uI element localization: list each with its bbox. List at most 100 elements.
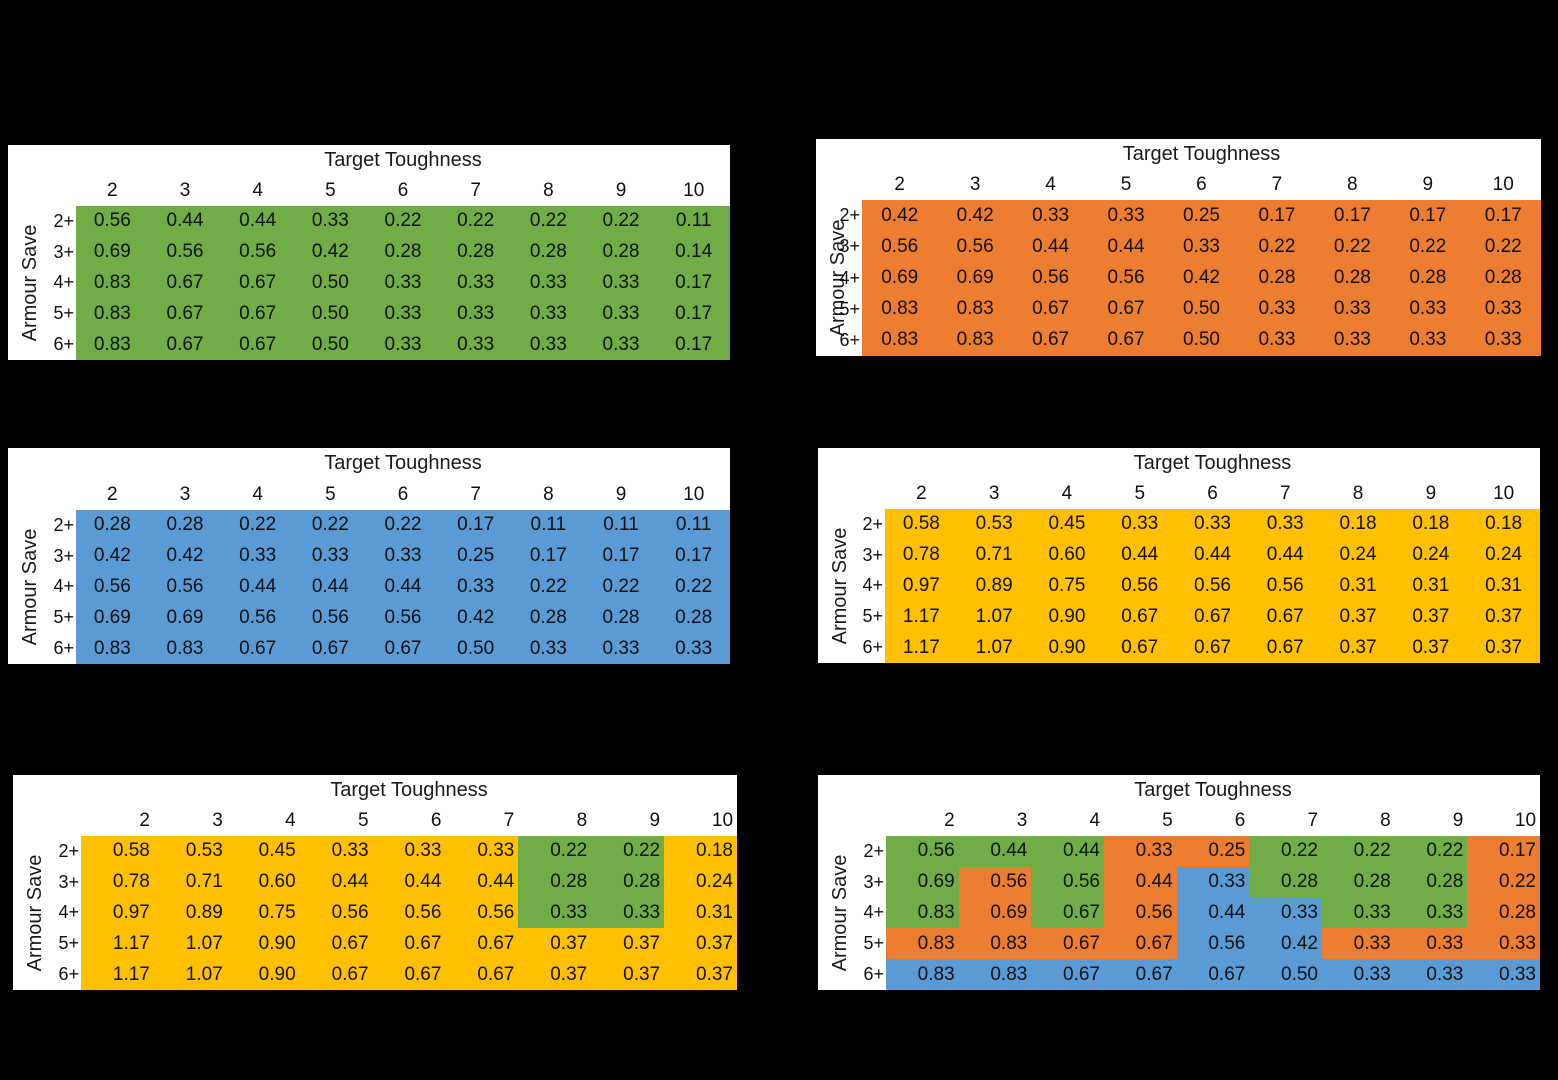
table-cell: 0.31: [664, 897, 737, 929]
row-labels: 2+ 3+ 4+ 5+ 6+: [852, 509, 885, 663]
table-cell: 0.22: [366, 206, 440, 237]
row-label: 6+: [862, 637, 883, 658]
table-cell: 0.33: [1467, 928, 1540, 960]
table-cell: 0.83: [148, 633, 222, 664]
table-cell: 0.50: [1249, 959, 1322, 990]
table-cell: 0.67: [1012, 293, 1089, 325]
table-cell: 1.17: [81, 959, 154, 990]
table-cell: 0.33: [657, 633, 730, 664]
table-cell: 0.50: [1163, 324, 1240, 356]
table-cell: 0.67: [148, 329, 222, 360]
table-cell: 0.42: [148, 540, 222, 572]
armour-save-label: Armour Save: [829, 854, 851, 972]
table-cell: 0.33: [1176, 509, 1249, 540]
table-cell: 0.56: [958, 866, 1032, 898]
table-cell: 0.28: [148, 510, 222, 541]
table-cell: 0.33: [511, 633, 585, 664]
table-cell: 0.60: [226, 866, 300, 898]
table-cell: 0.69: [76, 602, 149, 634]
table-cell: 0.83: [886, 897, 959, 929]
table-cell: 0.33: [1176, 866, 1250, 898]
table-cell: 0.83: [886, 959, 959, 990]
table-cell: 0.33: [299, 836, 373, 867]
table-cell: 0.90: [1030, 632, 1104, 663]
column-headers: 2 3 4 5 6 7 8 9 10: [76, 479, 730, 510]
armour-save-label: Armour Save: [829, 527, 851, 645]
table-cell: 0.67: [372, 928, 446, 960]
table-cell: 0.90: [1030, 601, 1104, 633]
table-cell: 0.67: [1103, 928, 1177, 960]
table-cell: 0.31: [1467, 570, 1540, 602]
table-cell: 0.67: [1176, 601, 1249, 633]
value-grid: 0.28 0.28 0.22 0.22 0.22 0.17 0.11 0.11 0.11 0.42…: [76, 510, 730, 664]
table-cell: 0.33: [584, 633, 658, 664]
row-label: 4+: [862, 575, 883, 596]
table-cell: 0.17: [511, 540, 585, 572]
table-cell: 0.28: [511, 236, 585, 268]
target-toughness-label: Target Toughness: [324, 149, 482, 171]
table-cell: 0.33: [439, 571, 512, 603]
table-cell: 0.17: [657, 298, 730, 330]
table-cell: 0.71: [957, 539, 1031, 571]
table-cell: 0.22: [1390, 231, 1466, 263]
column-header: 10: [1493, 483, 1515, 504]
column-header: 7: [503, 810, 515, 831]
table-cell: 0.31: [1394, 570, 1468, 602]
table-cell: 0.45: [1030, 509, 1104, 540]
table-cell: 0.33: [221, 540, 294, 572]
table-cell: 0.42: [76, 540, 149, 572]
table-cell: 0.22: [293, 510, 367, 541]
table-cell: 0.22: [584, 571, 658, 603]
table-cell: 0.67: [366, 633, 440, 664]
table-cell: 0.67: [299, 959, 373, 990]
table-cell: 0.18: [1321, 509, 1395, 540]
value-grid: 0.58 0.53 0.45 0.33 0.33 0.33 0.18 0.18 0.18 0.78…: [885, 509, 1540, 663]
column-header: 8: [543, 484, 554, 505]
table-cell: 0.22: [518, 836, 592, 867]
table-cell: 0.45: [226, 836, 300, 867]
table-cell: 0.17: [657, 540, 730, 572]
column-header: 3: [969, 174, 981, 195]
table-cell: 0.50: [293, 298, 367, 330]
column-header: 7: [1307, 810, 1319, 831]
target-toughness-label: Target Toughness: [1122, 143, 1281, 165]
table-cell: 0.44: [1088, 231, 1164, 263]
table-cell: 0.83: [862, 324, 938, 356]
table-cell: 0.28: [511, 602, 585, 634]
table-cell: 0.67: [221, 633, 294, 664]
column-header: 4: [1045, 174, 1056, 195]
column-header: 10: [1514, 810, 1537, 831]
table-cell: 0.14: [657, 236, 730, 268]
column-header: 9: [1422, 174, 1434, 195]
table-cell: 0.44: [1103, 866, 1177, 898]
row-label: 5+: [53, 303, 74, 324]
table-cell: 0.44: [1248, 539, 1322, 571]
row-label: 2+: [53, 210, 74, 231]
table-cell: 0.18: [1394, 509, 1468, 540]
table-cell: 0.42: [1249, 928, 1322, 960]
table-cell: 0.11: [511, 510, 585, 541]
table-cell: 0.67: [299, 928, 373, 960]
table-cell: 0.67: [293, 633, 367, 664]
column-headers: 2 3 4 5 6 7 8 9 10: [81, 805, 737, 836]
table-cell: 0.83: [76, 298, 149, 330]
table-cell: 0.83: [886, 928, 959, 960]
table-cell: 0.44: [1103, 539, 1177, 571]
row-label: 4+: [58, 902, 79, 923]
column-header: 8: [1380, 810, 1391, 831]
column-header: 6: [430, 810, 442, 831]
row-label: 2+: [58, 840, 79, 861]
table-cell: 0.33: [1088, 200, 1164, 232]
table-cell: 0.83: [76, 633, 149, 664]
table-cell: 0.44: [958, 836, 1032, 867]
column-header: 10: [711, 810, 734, 831]
row-label: 5+: [863, 933, 884, 954]
table-cell: 0.33: [1249, 897, 1322, 929]
table-cell: 0.33: [1314, 293, 1391, 325]
column-header: 7: [1271, 174, 1283, 195]
column-header: 7: [1280, 483, 1291, 504]
row-label: 4+: [53, 576, 74, 597]
table-cell: 0.56: [1103, 897, 1177, 929]
table-cell: 0.56: [886, 836, 959, 867]
table-4: Target Toughness 2 3 4 5 6 7 8 9 10 Armour Save 2+ 3…: [818, 448, 1540, 663]
